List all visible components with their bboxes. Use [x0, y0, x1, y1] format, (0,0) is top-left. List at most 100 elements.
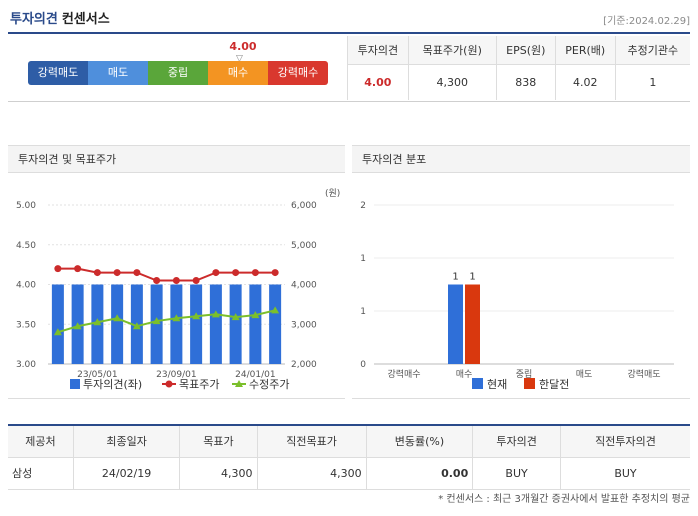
- right-panel-bottom: [352, 398, 690, 399]
- y-right-tick-label: 2,000: [291, 360, 317, 370]
- y-left-tick-label: 5.00: [16, 201, 36, 211]
- y-tick-label: 0: [360, 360, 366, 370]
- opinion-bar: [51, 284, 64, 364]
- detail-header: 투자의견: [472, 425, 561, 458]
- detail-change-rate: 0.00: [365, 457, 473, 490]
- y-right-tick-label: 5,000: [291, 241, 317, 251]
- y-tick-label: 1: [360, 307, 366, 317]
- target-price-point: [93, 269, 101, 277]
- opinion-target-chart: 5.00 4.50 4.00 3.50 3.00 6,000 5,000 4,000 3,000…: [16, 188, 340, 391]
- scale-segment-hold: 중립: [148, 61, 208, 85]
- opinion-bar: [150, 284, 163, 364]
- marker-triangle-icon: ▽: [236, 54, 243, 64]
- bar-value-label: 1: [469, 272, 475, 283]
- legend-target-label: 목표주가: [179, 378, 219, 391]
- adjusted-price-point: [152, 317, 161, 325]
- y-left-tick-label: 3.50: [16, 320, 36, 330]
- legend-target-marker: [165, 380, 173, 388]
- detail-header: 직전투자의견: [559, 425, 690, 458]
- detail-header: 최종일자: [72, 425, 180, 458]
- legend-opinion-swatch: [70, 379, 80, 389]
- scale-segment-strong-sell: 강력매도: [28, 61, 88, 85]
- title-sub: 컨센서스: [61, 12, 110, 27]
- provider-detail-table: 제공처 최종일자 목표가 직전목표가 변동률(%) 투자의견 직전투자의견 삼성…: [8, 424, 690, 490]
- opinion-bar: [170, 284, 183, 364]
- summary-header: 투자의견: [347, 36, 409, 65]
- detail-opinion: BUY: [472, 457, 561, 490]
- x-tick-label: 23/05/01: [77, 370, 117, 380]
- detail-prev-opinion: BUY: [559, 457, 690, 490]
- x-tick-label: 강력매도: [627, 368, 660, 380]
- target-price-point: [74, 265, 82, 273]
- consensus-summary-table: 투자의견 목표주가(원) EPS(원) PER(배) 추정기관수 4.00 4,…: [347, 36, 690, 100]
- summary-header: EPS(원): [495, 36, 556, 65]
- summary-per: 4.02: [554, 64, 616, 100]
- current-bar: [448, 284, 463, 364]
- right-panel-title: 투자의견 분포: [352, 145, 690, 173]
- target-price-point: [133, 269, 141, 277]
- target-price-point: [54, 265, 62, 273]
- y-right-unit-label: (원): [325, 188, 340, 199]
- table-row: 삼성 24/02/19 4,300 4,300 0.00 BUY BUY: [8, 457, 690, 490]
- scale-segment-buy: 매수: [208, 61, 268, 85]
- left-panel-bottom: [8, 398, 345, 399]
- detail-date: 24/02/19: [72, 457, 180, 490]
- target-price-point: [153, 277, 161, 285]
- bar-value-label: 1: [452, 272, 458, 283]
- x-tick-label: 중립: [516, 369, 533, 380]
- detail-target: 4,300: [179, 457, 258, 490]
- target-price-point: [232, 269, 240, 277]
- summary-header: 추정기관수: [614, 36, 690, 65]
- legend-month-ago-swatch: [524, 378, 535, 389]
- opinion-bar: [190, 284, 203, 364]
- legend-current-swatch: [472, 378, 483, 389]
- y-right-tick-label: 6,000: [291, 201, 317, 211]
- summary-eps: 838: [495, 64, 556, 100]
- summary-opinion: 4.00: [347, 64, 409, 100]
- opinion-bar: [229, 284, 242, 364]
- summary-institutions: 1: [614, 64, 690, 100]
- y-right-tick-label: 4,000: [291, 281, 317, 291]
- target-price-line: [57, 267, 276, 282]
- page-title: 투자의견 컨센서스: [10, 8, 110, 27]
- x-tick-label: 23/09/01: [156, 370, 196, 380]
- adjusted-price-point: [172, 314, 181, 322]
- adjusted-price-point: [73, 322, 82, 330]
- target-price-point: [172, 277, 180, 285]
- adjusted-price-point: [132, 322, 141, 330]
- adjusted-price-point: [93, 318, 102, 326]
- target-price-point: [113, 269, 121, 277]
- adjusted-price-point: [231, 313, 240, 321]
- summary-header: PER(배): [554, 36, 616, 65]
- legend-adjusted-label: 수정주가: [249, 378, 289, 391]
- detail-header: 제공처: [8, 425, 74, 458]
- scale-segment-sell: 매도: [88, 61, 148, 85]
- adjusted-price-point: [251, 311, 260, 319]
- legend-adjusted-marker: [235, 380, 243, 387]
- footnote: * 컨센서스 : 최근 3개월간 증권사에서 발표한 추정치의 평균: [438, 494, 690, 505]
- detail-header: 변동률(%): [365, 425, 473, 458]
- target-price-point: [271, 269, 279, 277]
- scale-segment-strong-buy: 강력매수: [268, 61, 328, 85]
- x-tick-label: 매수: [456, 369, 473, 380]
- adjusted-price-point: [271, 306, 280, 314]
- summary-target-price: 4,300: [407, 64, 497, 100]
- opinion-bar: [269, 284, 282, 364]
- x-tick-label: 강력매수: [387, 368, 420, 380]
- x-tick-label: 매도: [576, 369, 593, 380]
- detail-header: 직전목표가: [256, 425, 367, 458]
- summary-header: 목표주가(원): [407, 36, 497, 65]
- title-main: 투자의견: [10, 12, 58, 27]
- legend-opinion-label: 투자의견(좌): [83, 378, 142, 391]
- x-tick-label: 24/01/01: [235, 370, 275, 380]
- left-panel-title: 투자의견 및 목표주가: [8, 145, 345, 173]
- scale-marker-value: 4.00: [229, 40, 257, 53]
- detail-provider: 삼성: [8, 457, 74, 490]
- legend-month-ago-label: 한달전: [539, 378, 569, 391]
- adjusted-price-point: [113, 314, 122, 322]
- opinion-scale: 강력매도 매도 중립 매수 강력매수: [28, 61, 328, 85]
- target-price-point: [192, 277, 200, 285]
- base-date: [기준:2024.02.29]: [603, 16, 690, 27]
- opinion-bar: [249, 284, 262, 364]
